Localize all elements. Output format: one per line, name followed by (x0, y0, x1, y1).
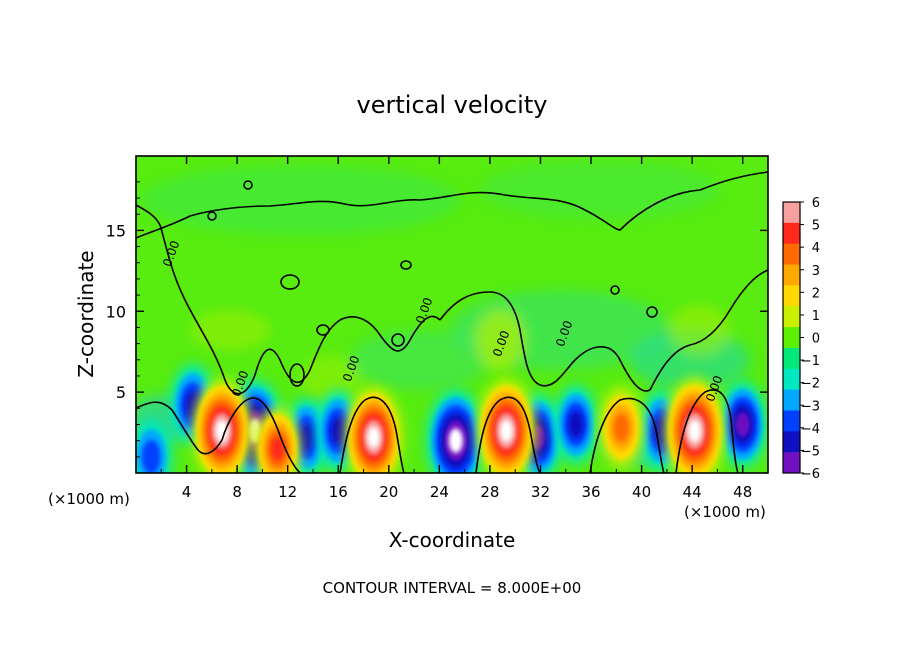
colorbar-swatch (783, 368, 800, 391)
downdraft-cell (554, 385, 598, 464)
updraft-cell (254, 407, 301, 473)
contour-line (610, 285, 620, 295)
colorbar-swatch (783, 285, 800, 307)
colorbar-tick-label: 2 (812, 286, 820, 301)
velocity-level (330, 416, 347, 446)
contour-line (391, 333, 405, 347)
contour-line (589, 397, 665, 473)
velocity-level (270, 436, 285, 461)
velocity-level (215, 419, 229, 442)
contour-line (400, 260, 412, 270)
x-tick-label: 4 (182, 483, 192, 501)
velocity-level (613, 413, 630, 442)
contour-line (339, 396, 405, 473)
x-tick-label: 28 (480, 483, 499, 501)
x-tick-label: 20 (379, 483, 398, 501)
contour-interval-note: CONTOUR INTERVAL = 8.000E+00 (323, 579, 582, 597)
x-tick-label: 48 (733, 483, 752, 501)
colorbar-tick-label: −6 (801, 467, 820, 482)
colorbar-swatch (783, 327, 800, 349)
colorbar-swatch (783, 347, 800, 370)
y-axis-label: Z-coordinate (74, 250, 98, 377)
colorbar-tick-label: 6 (812, 196, 820, 211)
contour-line (136, 171, 768, 239)
contour-line (289, 363, 305, 387)
contour-line (439, 291, 651, 392)
contour-line (136, 204, 256, 395)
contour-line (649, 269, 768, 391)
plot-area: 0.000.000.000.000.00 0.000.00 (136, 156, 768, 473)
y-tick-label: 5 (116, 383, 126, 402)
colorbar-swatch (783, 431, 800, 453)
colorbar-tick-label: −3 (801, 399, 820, 414)
downdraft-cell (136, 419, 172, 473)
colorbar-tick-label: −2 (801, 377, 820, 392)
updraft-cell (598, 387, 644, 469)
x-tick-label: 24 (430, 483, 449, 501)
colorbar-swatch (783, 452, 800, 474)
colorbar-tick-label: 1 (812, 309, 820, 324)
colorbar-swatch (783, 410, 800, 432)
velocity-level (500, 419, 513, 442)
contour-line (136, 401, 223, 455)
colorbar-swatch (783, 222, 800, 245)
y-tick-label: 10 (106, 302, 126, 321)
colorbar-swatch (783, 202, 800, 224)
colorbar-tick-label: 5 (812, 219, 820, 234)
velocity-level (735, 412, 750, 437)
chart-title: vertical velocity (357, 91, 548, 119)
x-axis-label: X-coordinate (389, 528, 516, 552)
x-tick-label: 16 (329, 483, 348, 501)
velocity-level (367, 426, 380, 449)
contour-line (243, 180, 253, 190)
colorbar-tick-label: −4 (801, 422, 820, 437)
x-tick-label: 32 (531, 483, 550, 501)
colorbar-tick-label: −1 (801, 354, 820, 369)
velocity-level (299, 423, 315, 452)
colorbar-swatch (783, 306, 800, 328)
x-tick-label: 8 (232, 483, 242, 501)
velocity-level (448, 428, 463, 453)
contour-line (221, 397, 301, 473)
contour-line (207, 211, 217, 221)
x-tick-label: 36 (581, 483, 600, 501)
background-texture (136, 160, 750, 465)
velocity-level (141, 440, 161, 473)
contour-line (675, 389, 739, 473)
contour-line (254, 315, 441, 384)
updraft-cell (476, 378, 536, 473)
y-tick-label: 15 (106, 221, 126, 240)
contour-line (646, 306, 658, 318)
velocity-cells (136, 364, 767, 473)
zero-contours (136, 171, 768, 473)
colorbar: 6 5 4 3 2 1 0 −1 −2 −3 −4 −5 −6 (782, 196, 820, 482)
x-tick-label: 40 (632, 483, 651, 501)
contour-line (316, 324, 330, 336)
colorbar-tick-label: 0 (812, 332, 820, 347)
x-unit-left: (×1000 m) (48, 490, 130, 508)
velocity-level (568, 410, 584, 439)
downdraft-cell (718, 381, 767, 468)
x-tick-label: 44 (683, 483, 702, 501)
updraft-cell (664, 377, 726, 473)
colorbar-tick-label: −5 (801, 444, 820, 459)
contour-line (280, 274, 300, 290)
downdraft-cell (427, 389, 485, 473)
x-tick-label: 12 (278, 483, 297, 501)
plot-frame (135, 155, 769, 474)
colorbar-swatch (783, 243, 800, 266)
velocity-level (688, 419, 702, 443)
colorbar-swatch (783, 264, 800, 286)
colorbar-tick-label: 4 (812, 241, 820, 256)
x-unit-right: (×1000 m) (684, 503, 766, 521)
colorbar-swatch (783, 389, 800, 411)
updraft-cell (192, 378, 252, 473)
contour-line (475, 396, 541, 473)
colorbar-tick-label: 3 (812, 264, 820, 279)
